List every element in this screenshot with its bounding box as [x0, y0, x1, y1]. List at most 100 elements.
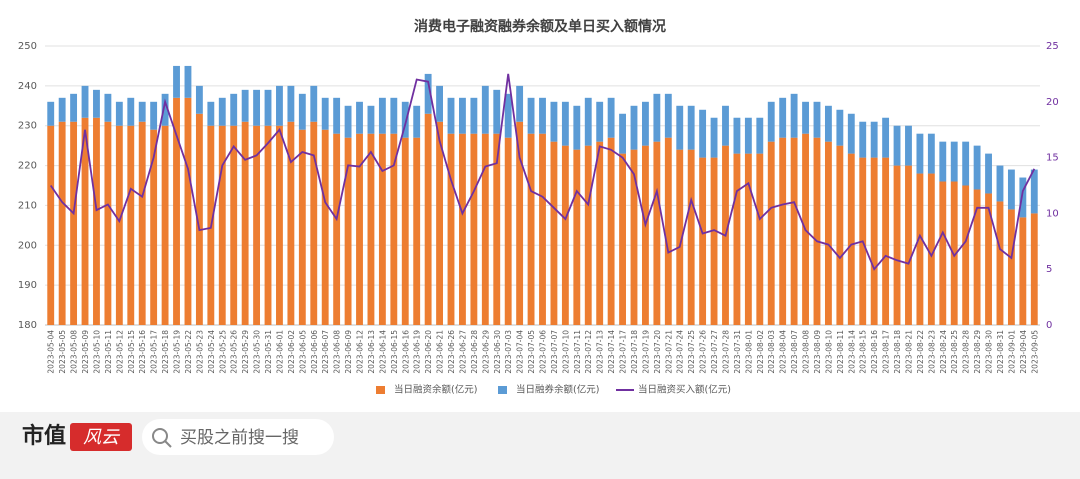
- x-tick-label: 2023-05-11: [104, 330, 113, 374]
- x-tick-label: 2023-05-22: [184, 330, 193, 374]
- bar-segment: [173, 97, 180, 325]
- x-tick-label: 2023-08-21: [904, 330, 913, 374]
- bar-segment: [401, 137, 409, 325]
- bar-segment: [676, 105, 684, 150]
- bar-segment: [619, 113, 626, 154]
- bar-segment: [916, 173, 924, 325]
- bar-segment: [1007, 209, 1015, 325]
- y2-tick-label: 25: [1046, 41, 1059, 52]
- bar-segment: [436, 121, 443, 325]
- x-tick-label: 2023-07-05: [527, 330, 536, 374]
- bar-segment: [584, 97, 592, 146]
- bar-segment: [733, 153, 741, 325]
- bar-segment: [813, 137, 821, 325]
- bar-segment: [870, 121, 878, 158]
- bar-segment: [413, 105, 421, 138]
- bar-segment: [298, 129, 306, 325]
- x-tick-label: 2023-09-04: [1019, 330, 1028, 374]
- bar-segment: [790, 93, 798, 138]
- bar-segment: [836, 109, 844, 146]
- bar-segment: [607, 97, 615, 138]
- bar-segment: [138, 101, 146, 122]
- x-tick-label: 2023-05-24: [207, 330, 216, 374]
- bar-segment: [882, 157, 890, 325]
- bar-segment: [81, 85, 89, 118]
- bar-segment: [596, 141, 604, 325]
- x-tick-label: 2023-08-04: [779, 330, 788, 374]
- bar-segment: [516, 85, 524, 122]
- bar-segment: [195, 113, 203, 325]
- x-tick-label: 2023-06-16: [401, 330, 410, 374]
- x-tick-label: 2023-06-07: [321, 330, 330, 374]
- bar-segment: [127, 97, 135, 126]
- x-tick-label: 2023-08-29: [973, 330, 982, 374]
- bar-segment: [664, 93, 672, 138]
- bar-segment: [390, 97, 398, 134]
- bar-segment: [321, 97, 329, 130]
- x-tick-label: 2023-05-31: [264, 330, 273, 374]
- bar-segment: [459, 133, 466, 325]
- bar-segment: [481, 133, 489, 325]
- y-tick-label: 200: [18, 240, 37, 251]
- bar-segment: [115, 125, 123, 325]
- brand-logo-text: 风云: [83, 427, 121, 448]
- y-tick-label: 180: [18, 320, 37, 331]
- x-tick-label: 2023-08-30: [985, 330, 994, 374]
- bar-segment: [333, 133, 341, 325]
- bar-segment: [767, 141, 775, 325]
- x-tick-label: 2023-07-17: [619, 330, 628, 374]
- bar-segment: [779, 137, 787, 325]
- bar-segment: [962, 185, 970, 325]
- bar-segment: [630, 149, 638, 325]
- x-tick-label: 2023-07-31: [733, 330, 742, 374]
- bar-segment: [847, 113, 855, 154]
- bar-segment: [58, 97, 66, 122]
- bar-segment: [676, 149, 684, 325]
- x-tick-label: 2023-06-15: [390, 330, 399, 374]
- y2-tick-label: 15: [1046, 153, 1059, 164]
- y2-tick-label: 5: [1046, 264, 1052, 275]
- bar-segment: [264, 125, 272, 325]
- bar-segment: [447, 133, 455, 325]
- bar-segment: [813, 101, 821, 138]
- x-tick-label: 2023-07-14: [607, 330, 616, 374]
- y-tick-label: 220: [18, 161, 37, 172]
- x-tick-label: 2023-06-06: [310, 330, 319, 374]
- bar-segment: [195, 85, 203, 114]
- bar-segment: [1007, 169, 1015, 210]
- bar-segment: [356, 133, 363, 325]
- bar-segment: [756, 117, 764, 154]
- bar-segment: [70, 93, 78, 122]
- bar-segment: [642, 101, 649, 146]
- bar-segment: [619, 153, 626, 325]
- bar-segment: [664, 137, 672, 325]
- bar-segment: [962, 141, 970, 186]
- bar-segment: [950, 141, 958, 182]
- x-tick-label: 2023-08-28: [962, 330, 971, 374]
- x-tick-label: 2023-06-30: [493, 330, 502, 374]
- search-box[interactable]: [142, 419, 334, 455]
- bar-segment: [870, 157, 878, 325]
- x-tick-label: 2023-08-24: [939, 330, 948, 374]
- bar-segment: [184, 97, 192, 325]
- x-tick-label: 2023-09-01: [1007, 330, 1016, 374]
- search-icon: [164, 440, 172, 448]
- bar-segment: [824, 105, 832, 142]
- bar-segment: [516, 121, 524, 325]
- x-tick-label: 2023-08-31: [996, 330, 1005, 374]
- bar-segment: [905, 165, 912, 325]
- x-tick-label: 2023-07-20: [653, 330, 662, 374]
- bar-segment: [378, 133, 386, 325]
- bar-segment: [836, 145, 844, 325]
- x-tick-label: 2023-08-14: [847, 330, 856, 374]
- bar-segment: [253, 89, 261, 126]
- x-tick-label: 2023-05-25: [218, 330, 227, 374]
- bar-segment: [356, 101, 363, 134]
- bar-segment: [378, 97, 386, 134]
- bar-segment: [436, 85, 443, 122]
- bar-segment: [1019, 217, 1027, 325]
- bar-segment: [847, 153, 855, 325]
- bar-segment: [653, 141, 661, 325]
- x-tick-label: 2023-06-14: [378, 330, 387, 374]
- x-tick-label: 2023-07-07: [550, 330, 559, 374]
